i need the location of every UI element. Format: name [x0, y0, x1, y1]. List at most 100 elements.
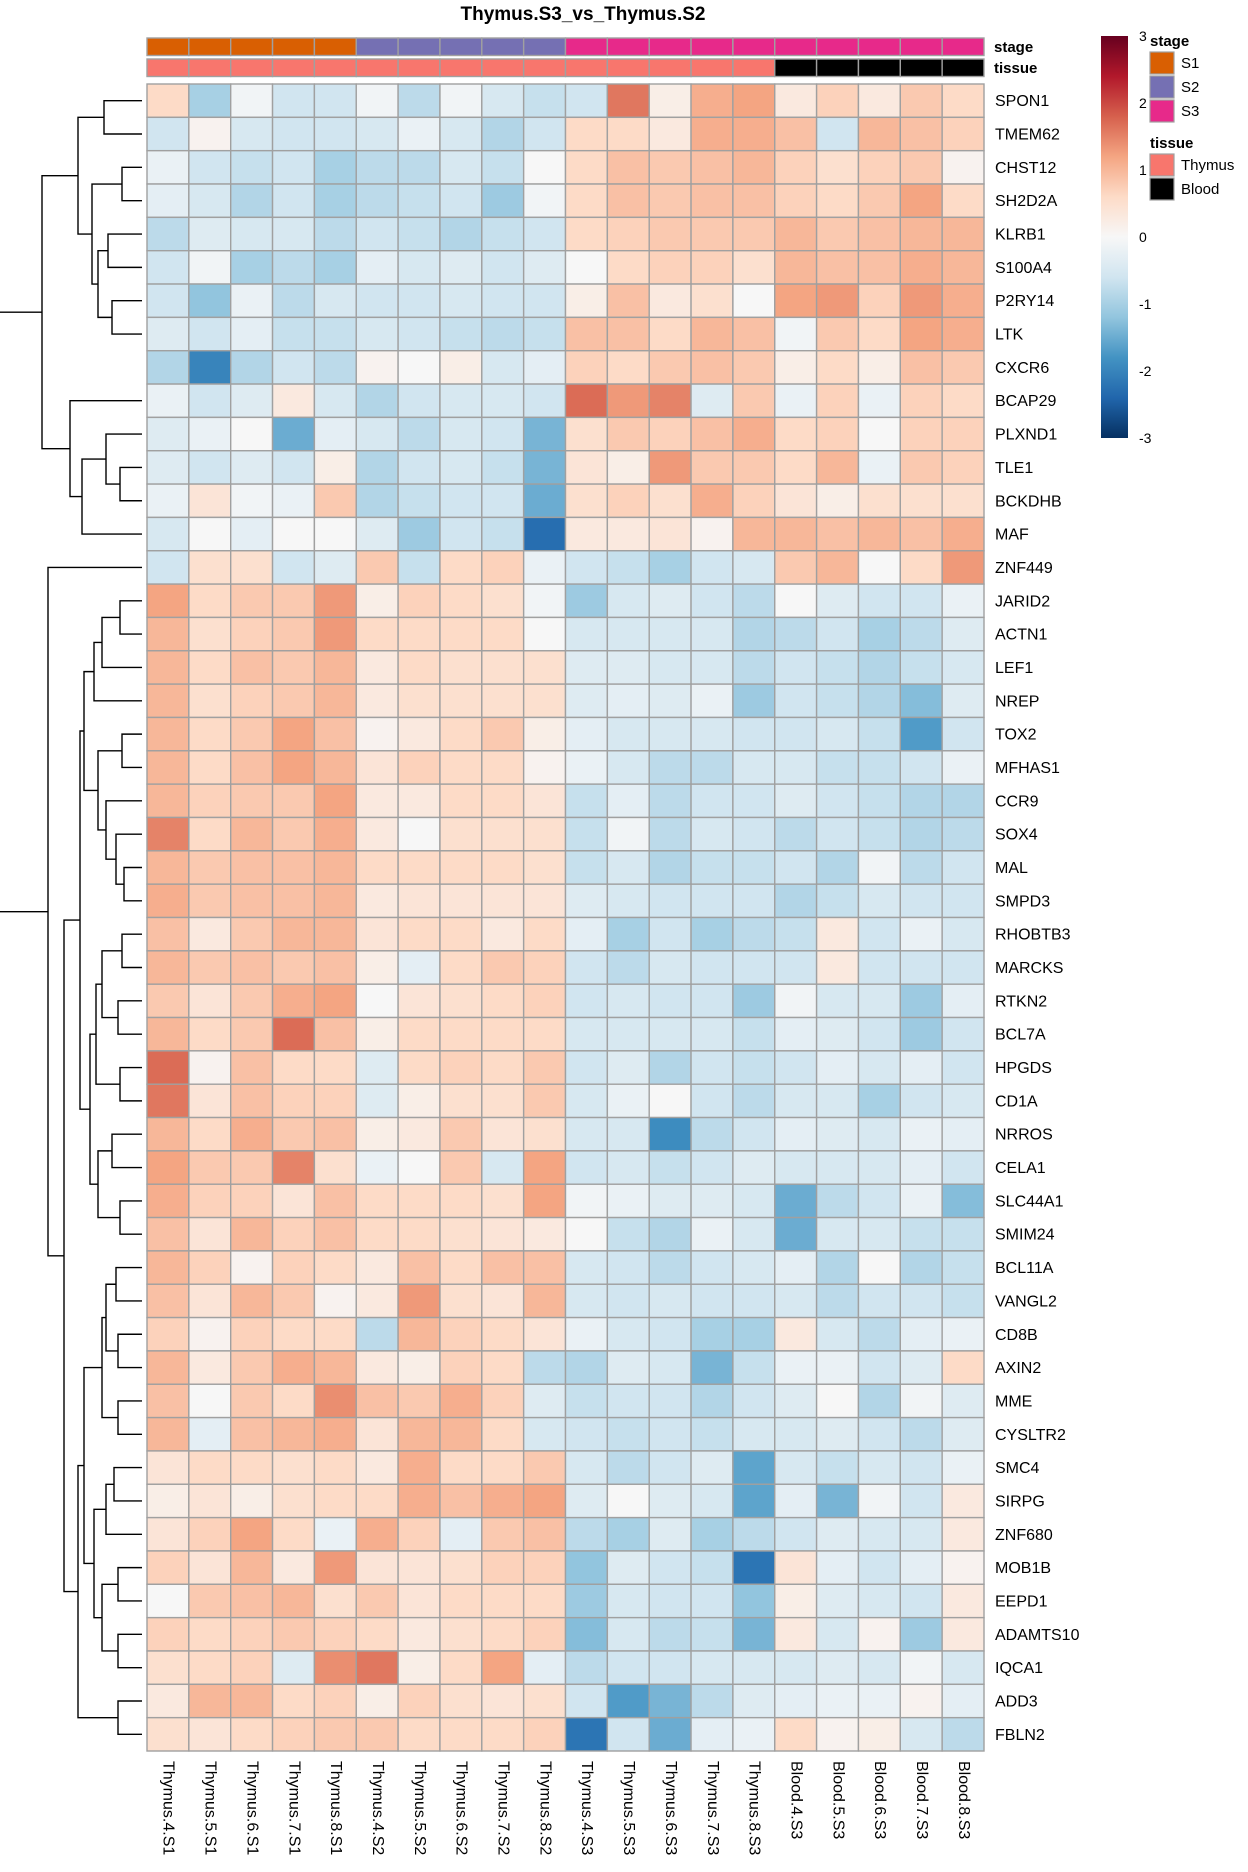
column-label: Blood.4.S3: [787, 1761, 804, 1839]
heatmap-cell: [941, 1516, 985, 1552]
heatmap-cell: [648, 283, 692, 319]
annotation-cell: [271, 58, 316, 78]
heatmap-cell: [146, 83, 190, 119]
heatmap-cell: [941, 583, 985, 619]
heatmap-cell: [313, 1583, 357, 1619]
heatmap-cell: [564, 616, 609, 652]
annotation-cell: [815, 58, 860, 78]
heatmap-cell: [606, 1183, 650, 1219]
heatmap-cell: [732, 550, 776, 585]
row-label: BCKDHB: [995, 493, 1062, 510]
heatmap-cell: [648, 416, 692, 452]
heatmap-cell: [690, 116, 734, 152]
heatmap-cell: [899, 650, 943, 685]
row-label: NREP: [995, 693, 1039, 710]
heatmap-cell: [606, 650, 650, 685]
annotation-cell: [815, 37, 860, 57]
heatmap-cell: [146, 316, 190, 352]
row-dendrogram: [0, 99, 142, 1736]
heatmap-cell: [146, 783, 190, 819]
heatmap-cell: [774, 1616, 818, 1652]
heatmap-cell: [522, 950, 567, 985]
heatmap-cell: [397, 1650, 441, 1686]
heatmap-cell: [397, 550, 441, 585]
heatmap-cell: [564, 1083, 609, 1119]
heatmap-cell: [229, 916, 274, 952]
heatmap-cell: [397, 1316, 441, 1352]
heatmap-cell: [188, 883, 232, 919]
heatmap-cell: [774, 249, 818, 285]
heatmap-cell: [606, 1016, 650, 1052]
heatmap-cell: [774, 950, 818, 985]
heatmap-cell: [606, 1516, 650, 1552]
heatmap-cell: [522, 149, 567, 185]
heatmap-cell: [857, 1416, 902, 1452]
heatmap-cell: [522, 83, 567, 119]
heatmap-cell: [146, 950, 190, 985]
heatmap-cell: [564, 450, 609, 485]
heatmap-cell: [857, 816, 902, 852]
heatmap-cell: [355, 483, 399, 519]
row-label: NRROS: [995, 1127, 1053, 1144]
heatmap-cell: [732, 1016, 776, 1052]
heatmap-cell: [522, 1616, 567, 1652]
heatmap-cell: [397, 650, 441, 685]
heatmap-cell: [690, 1216, 734, 1252]
heatmap-cell: [313, 283, 357, 319]
heatmap-cell: [941, 350, 985, 385]
heatmap-cell: [774, 1183, 818, 1219]
heatmap-cell: [229, 1150, 274, 1185]
dendrogram-branch: [77, 116, 104, 235]
heatmap-cell: [313, 583, 357, 619]
heatmap-cell: [857, 683, 902, 719]
heatmap-cell: [481, 1283, 525, 1319]
legend-swatch: [1149, 177, 1175, 201]
heatmap-cell: [439, 416, 483, 452]
heatmap-cell: [439, 1050, 483, 1085]
heatmap-cell: [564, 583, 609, 619]
heatmap-cell: [522, 416, 567, 452]
heatmap-cell: [690, 1650, 734, 1686]
heatmap-cell: [690, 516, 734, 552]
heatmap-cell: [355, 416, 399, 452]
heatmap-cell: [815, 1316, 860, 1352]
heatmap-cell: [732, 1716, 776, 1752]
heatmap-cell: [857, 1650, 902, 1686]
heatmap-cell: [941, 550, 985, 585]
heatmap-cell: [941, 1683, 985, 1719]
annotation-cell: [941, 58, 985, 78]
heatmap-cell: [857, 1083, 902, 1119]
heatmap-cell: [481, 683, 525, 719]
heatmap-cell: [732, 1083, 776, 1119]
heatmap-cell: [774, 450, 818, 485]
heatmap-cell: [229, 1550, 274, 1585]
column-labels: Thymus.4.S1 Thymus.5.S1 Thymus.6.S1 Thymus.…: [160, 1761, 972, 1855]
heatmap-cell: [690, 1116, 734, 1152]
heatmap-cell: [941, 683, 985, 719]
heatmap-cell: [355, 1350, 399, 1385]
legend-item-label: Blood: [1181, 181, 1219, 198]
heatmap-cell: [313, 350, 357, 385]
heatmap-cell: [522, 783, 567, 819]
dendrogram-branch: [117, 1333, 142, 1369]
heatmap-cell: [439, 783, 483, 819]
heatmap-cell: [355, 1116, 399, 1152]
heatmap-cell: [271, 1283, 316, 1319]
heatmap-cell: [774, 916, 818, 952]
annotation-cell: [899, 58, 943, 78]
annotation-cell: [229, 58, 274, 78]
heatmap-cell: [397, 1683, 441, 1719]
heatmap-cell: [941, 283, 985, 319]
heatmap-cell: [271, 116, 316, 152]
heatmap-cell: [481, 1450, 525, 1485]
heatmap-cell: [188, 1616, 232, 1652]
heatmap-cell: [774, 583, 818, 619]
heatmap-cell: [941, 783, 985, 819]
heatmap-cell: [774, 83, 818, 119]
heatmap-cell: [648, 1216, 692, 1252]
heatmap-cell: [146, 1083, 190, 1119]
heatmap-cell: [397, 1083, 441, 1119]
heatmap-cell: [229, 1683, 274, 1719]
heatmap-cell: [146, 1316, 190, 1352]
dendrogram-branch: [117, 1566, 142, 1602]
